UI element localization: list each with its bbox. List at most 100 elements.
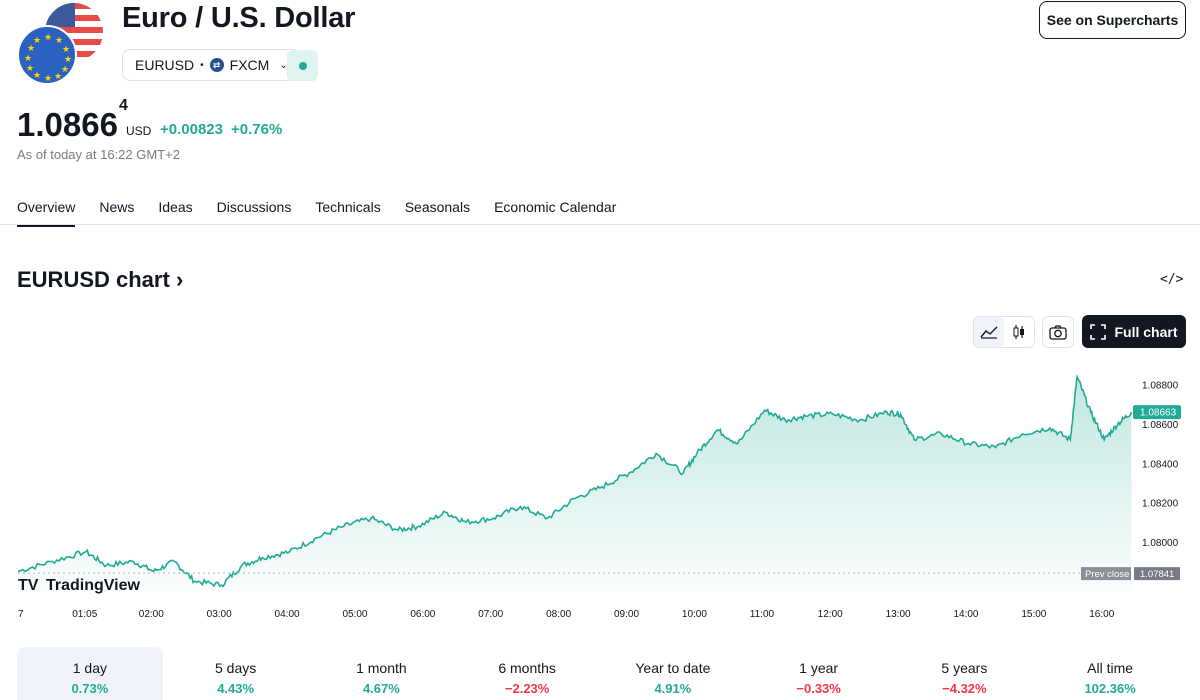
prev-close-badge: Prev close 1.07841 [1081, 567, 1180, 581]
x-tick-label: 14:00 [953, 609, 978, 620]
tab-seasonals[interactable]: Seasonals [404, 199, 471, 215]
tabs-divider [0, 224, 1200, 225]
x-axis: 7 01:05 02:00 03:00 04:00 05:00 06:00 07:00 08:0… [18, 609, 1115, 620]
tab-news[interactable]: News [99, 199, 135, 215]
candles-chart-button[interactable] [1004, 317, 1034, 347]
tv-logo-icon: TV [18, 577, 39, 594]
period-value: 4.43% [217, 681, 255, 696]
period-5y[interactable]: 5 years −4.32% [892, 647, 1038, 700]
y-tick-label: 1.08600 [1142, 420, 1179, 431]
period-1m[interactable]: 1 month 4.67% [309, 647, 455, 700]
see-on-supercharts-button[interactable]: See on Supercharts [1039, 1, 1186, 39]
chevron-right-icon: › [175, 267, 184, 292]
period-label: 5 days [215, 660, 257, 676]
y-tick-label: 1.08200 [1142, 499, 1179, 510]
period-value: −0.33% [796, 681, 841, 696]
period-value: 4.67% [362, 681, 400, 696]
chevron-down-icon: ⌄ [279, 59, 288, 71]
price-change-percent: +0.76% [231, 121, 283, 138]
x-tick-label: 02:00 [139, 609, 164, 620]
period-label: 1 day [72, 660, 107, 676]
tab-ideas[interactable]: Ideas [158, 199, 193, 215]
last-price-label: 1.08663 [1140, 408, 1177, 419]
period-ytd[interactable]: Year to date 4.91% [600, 647, 746, 700]
period-label: 6 months [498, 660, 556, 676]
performance-periods: 1 day 0.73% 5 days 4.43% 1 month 4.67% 6 mo… [17, 647, 1183, 700]
x-tick-label: 09:00 [614, 609, 639, 620]
tab-technicals[interactable]: Technicals [315, 199, 381, 215]
x-tick-label: 10:00 [682, 609, 707, 620]
price-change: +0.00823 [160, 121, 223, 138]
period-5d[interactable]: 5 days 4.43% [163, 647, 309, 700]
period-6m[interactable]: 6 months −2.23% [454, 647, 600, 700]
area-chart-icon [980, 326, 998, 339]
eu-flag-icon: ★ ★ ★ ★ ★ ★ ★ ★ ★ ★ ★ ★ [17, 25, 77, 85]
tradingview-watermark: TV TradingView [18, 577, 141, 594]
chart-title-text: EURUSD chart [17, 267, 170, 292]
period-label: 5 years [941, 660, 988, 676]
snapshot-button[interactable] [1042, 316, 1074, 348]
watermark-text: TradingView [46, 577, 141, 594]
full-chart-button[interactable]: Full chart [1082, 315, 1186, 348]
y-axis: 1.08000 1.08200 1.08400 1.08600 1.08800 [1142, 381, 1179, 549]
x-tick-label: 13:00 [886, 609, 911, 620]
period-label: Year to date [635, 660, 711, 676]
separator-dot: • [200, 59, 204, 71]
market-open-status-icon[interactable] [287, 50, 318, 81]
x-tick-label: 05:00 [342, 609, 367, 620]
quote-timestamp: As of today at 16:22 GMT+2 [17, 147, 180, 162]
exchange-logo-icon: ⇄ [209, 58, 224, 72]
embed-code-icon[interactable]: </> [1160, 272, 1184, 287]
x-tick-label: 7 [18, 609, 24, 620]
price-chart[interactable]: 1.08000 1.08200 1.08400 1.08600 1.08800 7 01:… [0, 355, 1200, 635]
fullscreen-icon [1090, 323, 1107, 340]
price-line [17, 374, 1133, 588]
period-value: 4.91% [654, 681, 692, 696]
period-label: 1 month [356, 660, 407, 676]
period-value: 102.36% [1084, 681, 1136, 696]
price-currency: USD [126, 124, 152, 138]
x-tick-label: 08:00 [546, 609, 571, 620]
x-tick-label: 03:00 [207, 609, 232, 620]
page-title: Euro / U.S. Dollar [122, 2, 356, 34]
x-tick-label: 12:00 [818, 609, 843, 620]
x-tick-label: 01:05 [72, 609, 97, 620]
x-tick-label: 04:00 [275, 609, 300, 620]
x-tick-label: 07:00 [478, 609, 503, 620]
x-tick-label: 11:00 [750, 609, 775, 620]
symbol-tabs: Overview News Ideas Discussions Technica… [17, 199, 640, 227]
symbol-exchange-selector[interactable]: EURUSD • ⇄ FXCM ⌄ [122, 49, 301, 81]
period-value: −2.23% [504, 681, 550, 696]
prev-close-label: Prev close [1085, 569, 1129, 580]
chart-style-toggle [973, 316, 1035, 348]
period-label: All time [1087, 660, 1134, 676]
y-tick-label: 1.08400 [1142, 459, 1179, 470]
currency-pair-flags: ★ ★ ★ ★ ★ ★ ★ ★ ★ ★ ★ ★ [17, 3, 107, 87]
price-area-fill [18, 376, 1132, 591]
y-tick-label: 1.08000 [1142, 538, 1179, 549]
camera-icon [1049, 324, 1067, 340]
period-label: 1 year [799, 660, 839, 676]
tab-economic-calendar[interactable]: Economic Calendar [494, 199, 617, 215]
period-value: −4.32% [942, 681, 987, 696]
x-tick-label: 06:00 [410, 609, 435, 620]
candles-icon [1013, 325, 1024, 339]
period-1d[interactable]: 1 day 0.73% [17, 647, 163, 700]
symbol-label: EURUSD [135, 57, 195, 73]
x-tick-label: 16:00 [1089, 609, 1114, 620]
y-tick-label: 1.08800 [1142, 381, 1179, 392]
chart-section-title[interactable]: EURUSD chart › [17, 267, 183, 293]
area-chart-button[interactable] [974, 317, 1004, 347]
period-value: 0.73% [71, 681, 109, 696]
prev-close-value: 1.07841 [1140, 569, 1174, 580]
price-last-digit: 4 [118, 97, 128, 114]
period-1y[interactable]: 1 year −0.33% [746, 647, 892, 700]
period-all-time[interactable]: All time 102.36% [1037, 647, 1183, 700]
tab-discussions[interactable]: Discussions [216, 199, 292, 215]
last-price: 1.08664 [17, 97, 128, 144]
last-price-badge: 1.08663 [1133, 405, 1181, 420]
tab-overview[interactable]: Overview [17, 199, 76, 227]
price-main: 1.0866 [17, 106, 118, 143]
exchange-label: FXCM [229, 57, 270, 73]
full-chart-label: Full chart [1114, 323, 1178, 340]
